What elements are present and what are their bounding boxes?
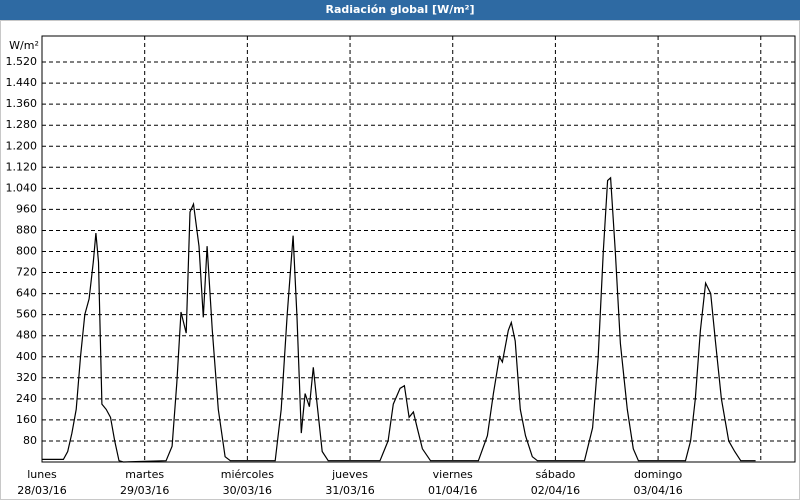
y-tick-label: 1.200 xyxy=(6,139,38,152)
y-tick-label: 560 xyxy=(16,308,37,321)
x-tick-label: 03/04/16 xyxy=(633,484,682,497)
x-tick-label: martes xyxy=(125,468,164,481)
x-tick-label: 29/03/16 xyxy=(120,484,169,497)
x-tick-label: domingo xyxy=(634,468,682,481)
y-tick-label: 1.520 xyxy=(6,55,38,68)
plot-area xyxy=(41,35,796,463)
x-tick-label: miércoles xyxy=(221,468,274,481)
x-tick-label: 01/04/16 xyxy=(428,484,477,497)
x-tick-label: lunes xyxy=(27,468,57,481)
title-bar xyxy=(0,0,800,20)
x-tick-label: jueves xyxy=(331,468,368,481)
x-tick-label: 30/03/16 xyxy=(223,484,272,497)
y-axis-label: W/m² xyxy=(9,39,39,52)
y-tick-label: 400 xyxy=(16,350,37,363)
y-tick-label: 240 xyxy=(16,392,37,405)
x-tick-label: sábado xyxy=(535,468,575,481)
y-tick-label: 1.040 xyxy=(6,181,38,194)
x-tick-label: 28/03/16 xyxy=(17,484,66,497)
y-tick-label: 640 xyxy=(16,287,37,300)
x-tick-label: viernes xyxy=(433,468,473,481)
y-tick-label: 1.120 xyxy=(6,160,38,173)
x-tick-label: 31/03/16 xyxy=(325,484,374,497)
y-tick-label: 1.440 xyxy=(6,76,38,89)
line xyxy=(42,176,756,463)
y-tick-label: 1.280 xyxy=(6,118,38,131)
y-tick-label: 1.360 xyxy=(6,97,38,110)
y-tick-label: 720 xyxy=(16,266,37,279)
y-tick-label: 960 xyxy=(16,202,37,215)
x-tick-label: 02/04/16 xyxy=(531,484,580,497)
y-tick-label: 880 xyxy=(16,223,37,236)
y-tick-label: 80 xyxy=(23,434,37,447)
chart-title: Radiación global [W/m²] xyxy=(325,3,474,16)
y-tick-label: 480 xyxy=(16,329,37,342)
y-tick-label: 160 xyxy=(16,413,37,426)
y-tick-label: 800 xyxy=(16,245,37,258)
y-tick-label: 320 xyxy=(16,371,37,384)
